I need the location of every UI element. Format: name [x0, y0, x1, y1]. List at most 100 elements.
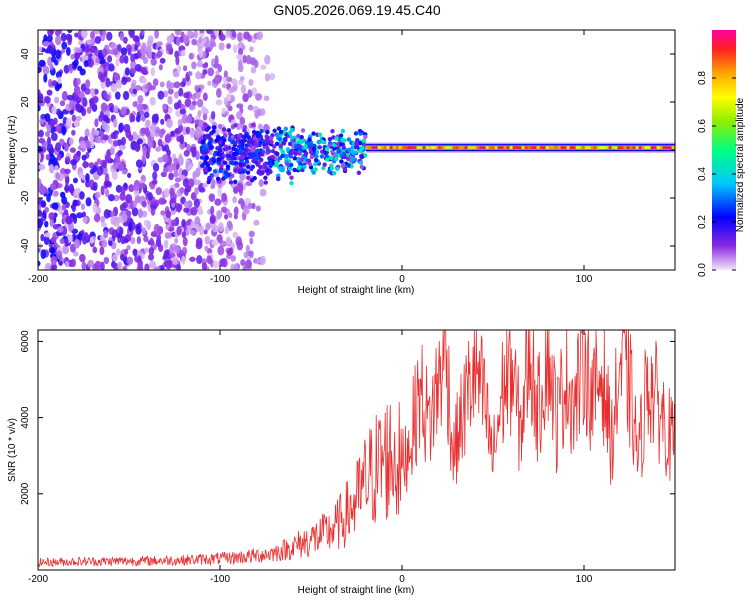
spectrogram-cell [536, 146, 540, 149]
spectrogram-cell [306, 158, 312, 164]
spectrogram-cell [253, 219, 260, 226]
spectrogram-cell [346, 163, 351, 168]
spectrogram-cell [115, 184, 123, 193]
spectrogram-cell [617, 146, 621, 149]
spectrogram-cell [313, 161, 318, 167]
spectrogram-cell [195, 92, 201, 99]
spectrogram-cell [69, 147, 76, 153]
spectrogram-cell [233, 44, 238, 54]
spectrogram-cell [283, 126, 289, 132]
spectrogram-cell [134, 63, 142, 72]
spectrogram-cell [207, 166, 212, 171]
spectrogram-cell [56, 250, 63, 260]
spectrogram-cell [171, 219, 177, 227]
spectrogram-cell [219, 258, 226, 267]
spectrogram-cell [185, 185, 192, 193]
spectrogram-cell [64, 237, 69, 248]
spectrogram-cell [113, 105, 119, 114]
spectrogram-cell [223, 170, 228, 175]
spectrogram-cell [184, 98, 192, 108]
spectrogram-cell [149, 124, 157, 132]
spectrogram-cell [87, 58, 94, 68]
spectrogram-cell [150, 130, 156, 138]
spectrogram-cell [45, 131, 50, 137]
spectrogram-cell [136, 138, 144, 145]
spectrogram-cell [578, 146, 582, 149]
spectrogram-cell [55, 49, 62, 60]
y-tick-label: 20 [20, 96, 31, 108]
spectrogram-cell [125, 193, 133, 204]
spectrogram-cell [226, 76, 233, 83]
spectrogram-cell [277, 136, 282, 142]
spectrogram-cell [55, 124, 61, 133]
spectrogram-cell [167, 88, 174, 95]
spectrogram-cell [235, 164, 240, 169]
spectrogram-cell [224, 213, 229, 220]
spectrogram-cell [226, 249, 233, 256]
spectrogram-cell [491, 146, 495, 149]
spectrogram-cell [225, 153, 231, 159]
spectrogram-cell [160, 118, 165, 125]
spectrogram-cell [48, 246, 56, 254]
spectrogram-cell [247, 104, 254, 111]
spectrogram-cell [128, 30, 135, 37]
spectrogram-cell [99, 246, 105, 256]
spectrogram-cell [317, 145, 322, 150]
spectrogram-cell [142, 145, 148, 156]
spectrogram-cell [452, 146, 456, 149]
spectrogram-cell [48, 212, 56, 220]
spectrogram-cell [239, 172, 246, 181]
spectrogram-cell [226, 128, 232, 133]
spectrogram-cell [68, 222, 74, 232]
spectrogram-cell [419, 146, 423, 149]
spectrogram-cell [46, 136, 51, 146]
spectrogram-cell [40, 200, 47, 208]
spectrogram-cell [238, 145, 243, 150]
spectrogram-cell [249, 139, 255, 145]
spectrogram-cell [286, 171, 292, 176]
spectrogram-cell [255, 155, 260, 161]
spectrogram-cell [140, 30, 145, 36]
spectrogram-cell [128, 184, 135, 193]
spectrogram-cell [59, 100, 66, 107]
spectrogram-cell [89, 38, 97, 45]
spectrogram-cell [293, 151, 298, 157]
spectrogram-cell [200, 149, 205, 155]
spectrogram-cell [233, 168, 239, 173]
spectrogram-cell [563, 146, 567, 149]
spectrogram-cell [247, 202, 253, 210]
spectrogram-cell [115, 57, 120, 67]
spectrogram-cell [85, 197, 92, 207]
spectrogram-cell [243, 133, 248, 139]
spectrogram-cell [141, 153, 146, 164]
spectrogram-cell [443, 146, 447, 149]
spectrogram-cell [232, 83, 238, 92]
spectrogram-cell [162, 103, 167, 111]
spectrogram-cell [239, 116, 246, 126]
spectrogram-cell [147, 253, 155, 261]
spectrogram-cell [141, 200, 147, 208]
spectrogram-cell [52, 223, 60, 230]
spectrogram-cell [83, 160, 88, 169]
spectrogram-cell [231, 30, 237, 38]
spectrogram-cell [144, 84, 150, 90]
spectrogram-cell [255, 205, 261, 212]
spectrogram-cell [180, 81, 186, 88]
y-tick-label: 40 [20, 48, 31, 60]
spectrogram-cell [100, 185, 105, 196]
spectrogram-cell [551, 146, 555, 149]
spectrogram-cell [242, 54, 247, 64]
spectrogram-cell [69, 109, 74, 115]
spectrogram-cell [250, 147, 256, 153]
spectrogram-cell [302, 164, 307, 170]
spectrogram-cell [86, 106, 92, 114]
spectrogram-cell [202, 122, 208, 127]
spectrogram-cell [50, 236, 57, 244]
spectrogram-cell [404, 146, 408, 149]
spectrogram-cell [209, 43, 214, 50]
spectrogram-cell [103, 229, 109, 239]
spectrogram-cell [272, 128, 277, 133]
spectrogram-cell [455, 146, 459, 149]
spectrogram-cell [213, 76, 221, 85]
spectrogram-cell [608, 146, 612, 149]
